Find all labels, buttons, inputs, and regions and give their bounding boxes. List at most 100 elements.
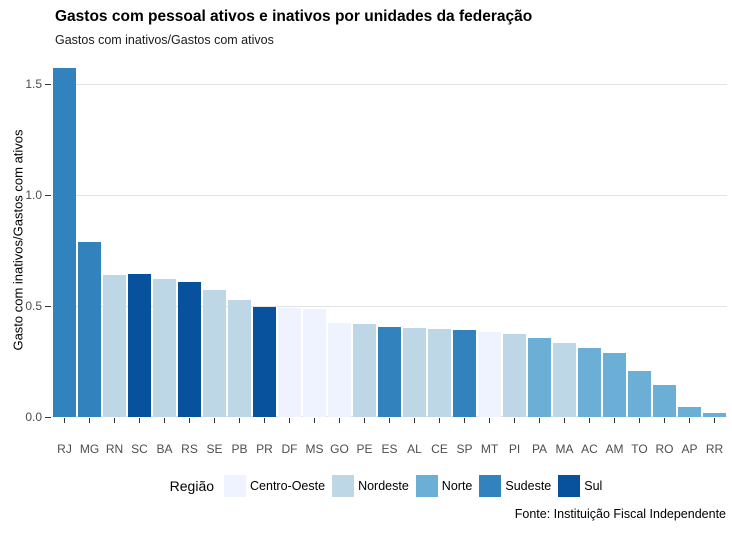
bar-slot-AP [677, 62, 702, 417]
legend-label-Centro-Oeste: Centro-Oeste [250, 479, 326, 493]
x-tick-mark-RO [664, 418, 665, 423]
x-tick-slot-GO [327, 418, 352, 423]
bar-slot-PA [527, 62, 552, 417]
y-tick-label-0.0: 0.0 [25, 410, 42, 424]
x-tick-slot-ES [377, 418, 402, 423]
x-tick-label-RR: RR [705, 442, 724, 456]
x-tick-label-ES: ES [381, 442, 398, 456]
bar-slot-MG [77, 62, 102, 417]
bar-slot-PB [227, 62, 252, 417]
legend-item-Centro-Oeste: Centro-Oeste [224, 475, 325, 497]
x-tick-slot-PA [527, 418, 552, 423]
x-tick-slot-AL [402, 418, 427, 423]
bar-BA [153, 279, 176, 417]
bar-PA [528, 338, 551, 417]
bar-RR [703, 413, 726, 417]
x-tick-slot-SC [127, 418, 152, 423]
x-tick-slot-PE [352, 418, 377, 423]
bar-PR [253, 307, 276, 417]
legend-swatch-Centro-Oeste [224, 475, 247, 497]
x-tick-label-AC: AC [581, 442, 598, 456]
x-tick-mark-MS [314, 418, 315, 423]
x-tick-slot-CE [427, 418, 452, 423]
y-tick-mark-1.5 [45, 84, 51, 85]
x-tick-slot-BA [152, 418, 177, 423]
bar-slot-SE [202, 62, 227, 417]
x-tick-label-RJ: RJ [57, 442, 72, 456]
bar-slot-CE [427, 62, 452, 417]
legend-items: Centro-Oeste Nordeste Norte Sudeste Sul [224, 475, 609, 497]
x-tick-mark-GO [339, 418, 340, 423]
x-tick-slot-AC [577, 418, 602, 423]
x-tick-slot-MT [477, 418, 502, 423]
bar-RS [178, 282, 201, 417]
x-tick-mark-RS [189, 418, 190, 423]
x-tick-label-RN: RN [105, 442, 124, 456]
bar-slot-PI [502, 62, 527, 417]
y-tick-label-1.5: 1.5 [25, 77, 42, 91]
legend-label-Nordeste: Nordeste [358, 479, 409, 493]
bars-container [52, 62, 727, 417]
bar-RN [103, 275, 126, 417]
x-tick-mark-PA [539, 418, 540, 423]
bar-GO [328, 323, 351, 417]
x-tick-slot-MG [77, 418, 102, 423]
legend-swatch-Nordeste [332, 475, 355, 497]
x-tick-slot-TO [627, 418, 652, 423]
x-tick-label-BA: BA [156, 442, 173, 456]
x-tick-slot-PR [252, 418, 277, 423]
bar-slot-RO [652, 62, 677, 417]
bar-RO [653, 385, 676, 417]
bar-slot-AM [602, 62, 627, 417]
x-tick-mark-ES [389, 418, 390, 423]
x-tick-mark-PE [364, 418, 365, 423]
bar-slot-MA [552, 62, 577, 417]
x-tick-label-SE: SE [206, 442, 223, 456]
bar-slot-SP [452, 62, 477, 417]
x-tick-slot-AP [677, 418, 702, 423]
x-tick-label-TO: TO [631, 442, 648, 456]
x-tick-label-SP: SP [456, 442, 473, 456]
bar-slot-BA [152, 62, 177, 417]
bar-PI [503, 334, 526, 417]
bar-AP [678, 407, 701, 417]
x-tick-mark-RN [114, 418, 115, 423]
legend-label-Sul: Sul [584, 479, 603, 493]
legend-label-Sudeste: Sudeste [505, 479, 552, 493]
y-tick-mark-0.5 [45, 306, 51, 307]
bar-MA [553, 343, 576, 417]
plot-panel [52, 62, 727, 417]
bar-slot-PR [252, 62, 277, 417]
legend-title: Região [169, 478, 215, 494]
x-tick-slot-RO [652, 418, 677, 423]
bar-MS [303, 309, 326, 417]
bar-slot-AC [577, 62, 602, 417]
legend-item-Sul: Sul [558, 475, 602, 497]
x-tick-mark-AC [589, 418, 590, 423]
x-tick-mark-SP [464, 418, 465, 423]
x-tick-slot-RR [702, 418, 727, 423]
bar-PB [228, 300, 251, 417]
bar-slot-AL [402, 62, 427, 417]
bar-SE [203, 290, 226, 417]
gridline-1.5 [52, 84, 727, 85]
legend-item-Sudeste: Sudeste [479, 475, 551, 497]
legend-swatch-Sudeste [479, 475, 502, 497]
x-tick-mark-AL [414, 418, 415, 423]
x-tick-mark-MA [564, 418, 565, 423]
x-tick-slot-RS [177, 418, 202, 423]
bar-SC [128, 274, 151, 417]
x-tick-slot-PI [502, 418, 527, 423]
x-tick-slot-MS [302, 418, 327, 423]
y-tick-label-1.0: 1.0 [25, 188, 42, 202]
x-tick-slot-RJ [52, 418, 77, 423]
y-axis-title: Gasto com inativos/Gastos com ativos [10, 129, 26, 351]
y-tick-mark-1.0 [45, 195, 51, 196]
bar-slot-RN [102, 62, 127, 417]
x-tick-slot-SP [452, 418, 477, 423]
x-axis-labels: RJ MG RN SC BA RS SE PB PR DF MS GO PE ES AL CE SP MT PI PA… [52, 442, 727, 456]
legend: Região Centro-Oeste Nordeste Norte Sudeste S… [52, 471, 727, 501]
y-tick-mark-0.0 [45, 417, 51, 418]
y-tick-label-0.5: 0.5 [25, 299, 42, 313]
bar-RJ [53, 68, 76, 417]
